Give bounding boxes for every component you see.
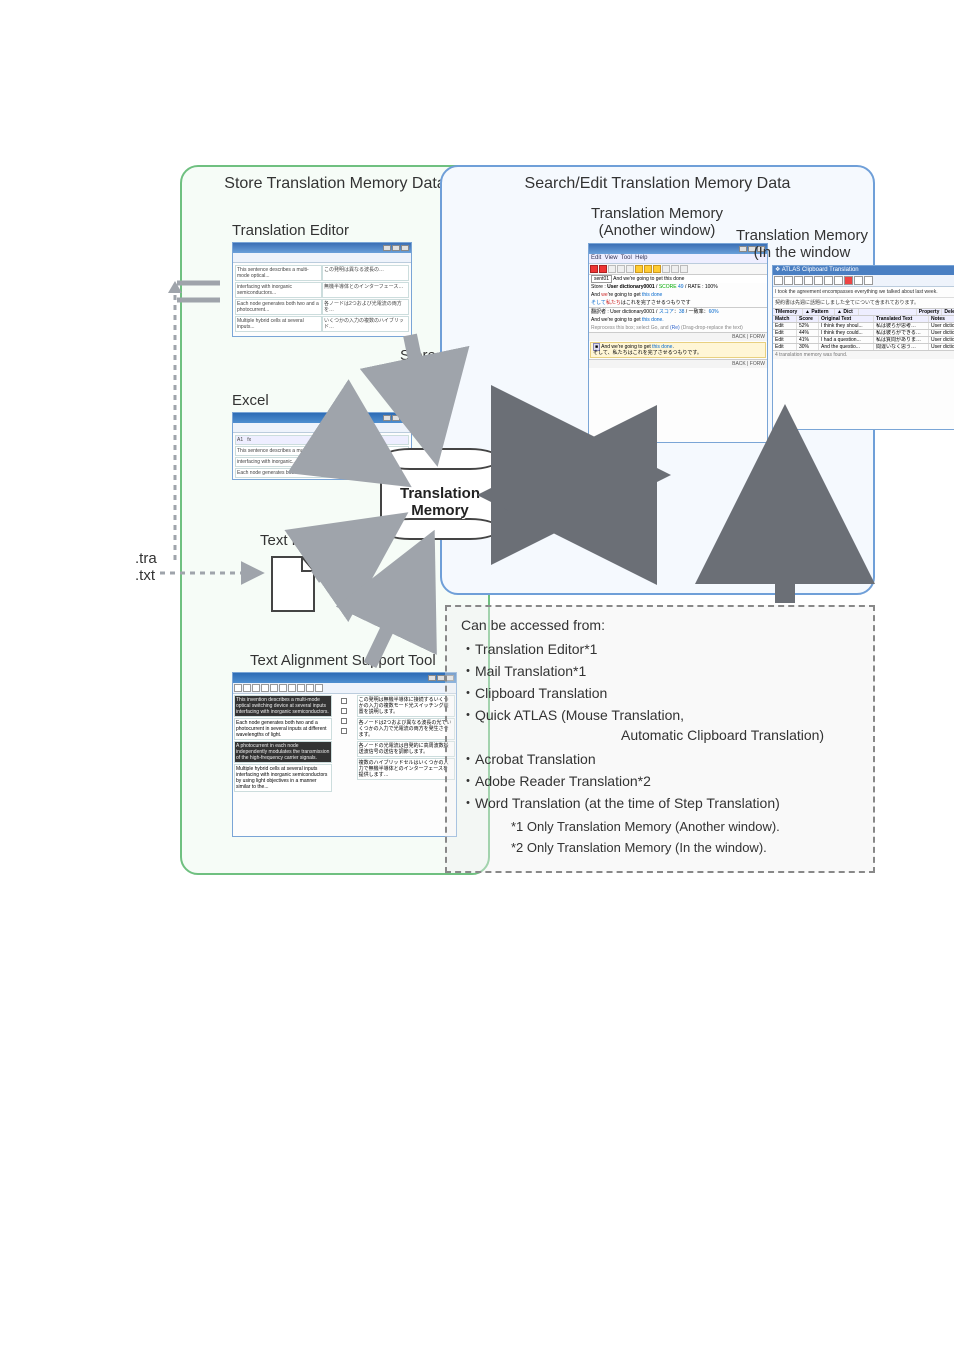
access-item-translation-editor: Translation Editor*1 — [461, 639, 859, 659]
access-item-mail-translation: Mail Translation*1 — [461, 661, 859, 681]
access-list: Translation Editor*1 Mail Translation*1 … — [461, 639, 859, 725]
access-list-2: Acrobat Translation Adobe Reader Transla… — [461, 749, 859, 813]
access-item-acrobat: Acrobat Translation — [461, 749, 859, 769]
access-item-quick-atlas: Quick ATLAS (Mouse Translation, — [461, 705, 859, 725]
access-item-adobe: Adobe Reader Translation*2 — [461, 771, 859, 791]
footnote-1: *1 Only Translation Memory (Another wind… — [461, 819, 859, 834]
access-sources-panel: Can be accessed from: Translation Editor… — [445, 605, 875, 873]
access-item-quick-atlas-sub: Automatic Clipboard Translation) — [461, 727, 859, 743]
footnote-2: *2 Only Translation Memory (In the windo… — [461, 840, 859, 855]
access-title: Can be accessed from: — [461, 617, 859, 633]
tm-data-flow-diagram: Store Translation Memory Data Translatio… — [135, 165, 885, 885]
access-item-clipboard: Clipboard Translation — [461, 683, 859, 703]
access-item-word: Word Translation (at the time of Step Tr… — [461, 793, 859, 813]
